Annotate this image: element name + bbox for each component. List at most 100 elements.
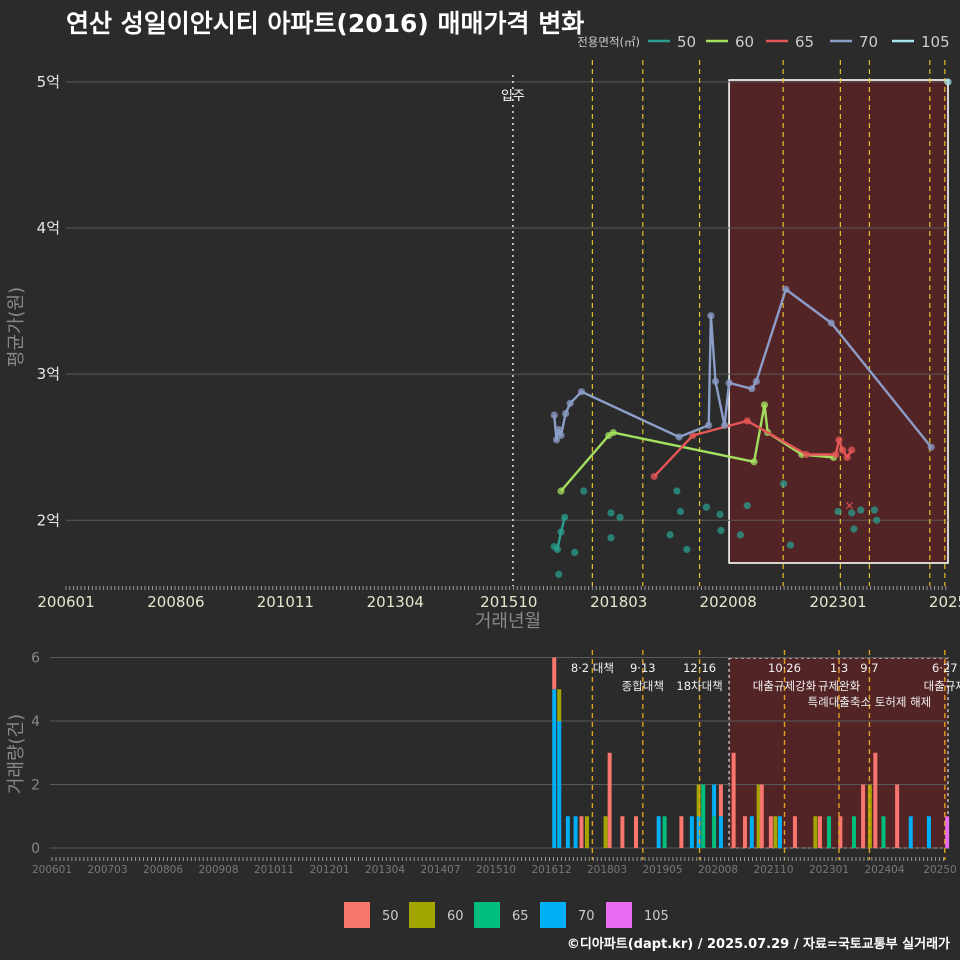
policy-date-label: 9·7 xyxy=(860,661,878,675)
price-y-tick-label: 4억 xyxy=(37,219,60,237)
price-x-tick-label: 2025 xyxy=(929,593,960,611)
price-point-50 xyxy=(553,545,562,554)
policy-text-label: 규제완화 xyxy=(818,679,861,693)
bottom-legend-swatch-105 xyxy=(606,902,632,928)
price-point-50 xyxy=(834,507,842,516)
volume-x-tick-label: 202110 xyxy=(753,864,793,876)
price-point-65 xyxy=(839,446,847,454)
price-point-70 xyxy=(550,411,558,419)
price-point-50 xyxy=(673,487,681,495)
price-point-50 xyxy=(873,516,881,524)
price-point-70 xyxy=(725,379,733,387)
price-point-50 xyxy=(857,506,865,514)
price-x-tick-label: 201510 xyxy=(480,593,537,611)
price-point-65 xyxy=(835,436,843,444)
volume-bar-60 xyxy=(773,816,778,848)
price-point-50 xyxy=(607,534,615,542)
price-point-50 xyxy=(716,510,724,519)
price-point-50 xyxy=(717,526,725,535)
bottom-legend-label-60: 60 xyxy=(447,909,464,924)
price-point-70 xyxy=(705,421,713,429)
price-point-65 xyxy=(743,417,751,425)
price-point-105 xyxy=(944,78,952,86)
price-point-50 xyxy=(683,545,691,554)
price-point-70 xyxy=(720,421,729,429)
price-y-axis-label: 평균가(원) xyxy=(6,287,27,367)
volume-bar-50 xyxy=(861,784,866,848)
volume-y-axis-label: 거래량(건) xyxy=(6,714,27,794)
bottom-legend-swatch-70 xyxy=(540,902,566,928)
price-point-70 xyxy=(752,377,760,386)
price-point-60 xyxy=(750,458,758,466)
volume-bar-70 xyxy=(749,816,754,848)
price-point-50 xyxy=(555,570,563,578)
volume-bar-60 xyxy=(584,816,589,848)
price-point-50 xyxy=(571,548,579,556)
volume-x-tick-label: 201407 xyxy=(420,864,460,876)
price-x-tick-label: 201011 xyxy=(257,593,314,611)
legend-label-65: 65 xyxy=(795,33,814,51)
highlight-region xyxy=(728,79,949,564)
price-point-70 xyxy=(711,377,720,386)
volume-x-tick-label: 201612 xyxy=(531,864,571,876)
volume-x-tick-label: 202301 xyxy=(809,864,849,876)
movein-label: 입주 xyxy=(501,89,525,104)
legend-label-50: 50 xyxy=(677,33,696,51)
bottom-legend-swatch-50 xyxy=(344,902,370,928)
price-x-tick-label: 202008 xyxy=(700,593,757,611)
price-point-50 xyxy=(580,487,588,495)
policy-date-label: 9·13 xyxy=(630,661,656,675)
volume-bar-60 xyxy=(603,816,608,848)
policy-date-label: 12·16 xyxy=(683,661,716,675)
bottom-legend-label-70: 70 xyxy=(578,909,595,924)
price-point-50 xyxy=(779,480,788,488)
price-x-tick-label: 200601 xyxy=(37,593,94,611)
price-marker: × xyxy=(844,499,854,513)
bottom-legend-label-65: 65 xyxy=(512,909,529,924)
volume-y-tick-label: 2 xyxy=(31,778,40,794)
volume-bar-65 xyxy=(851,816,856,848)
policy-text-label: 18차대책 xyxy=(676,679,722,693)
policy-date-label: 8·2 대책 xyxy=(571,661,614,675)
chart-title: 연산 성일이안시티 아파트(2016) 매매가격 변화 xyxy=(66,9,585,38)
price-point-50 xyxy=(607,509,615,517)
price-point-70 xyxy=(557,431,565,440)
volume-x-tick-label: 200806 xyxy=(143,864,183,876)
legend-label-60: 60 xyxy=(735,33,754,51)
policy-text-label: 특례대출축소 토허제 해제 xyxy=(808,695,932,709)
volume-bar-50 xyxy=(552,657,557,690)
bottom-legend-label-50: 50 xyxy=(382,909,399,924)
price-point-70 xyxy=(577,388,586,396)
volume-bar-50 xyxy=(718,784,723,817)
volume-bar-70 xyxy=(552,689,557,848)
price-x-axis-label: 거래년월 xyxy=(475,611,541,632)
price-point-60 xyxy=(557,487,565,495)
price-point-50 xyxy=(786,541,795,549)
price-point-70 xyxy=(927,443,935,451)
price-point-50 xyxy=(616,513,624,521)
price-point-50 xyxy=(743,502,751,510)
price-point-50 xyxy=(870,506,879,514)
bottom-legend-label-105: 105 xyxy=(644,909,669,924)
price-point-50 xyxy=(676,507,685,516)
volume-bar-50 xyxy=(792,816,797,848)
price-x-tick-label: 201803 xyxy=(590,593,647,611)
volume-x-tick-label: 201201 xyxy=(309,864,349,876)
volume-x-tick-label: 201304 xyxy=(365,864,405,876)
policy-date-label: 6·27 xyxy=(932,661,958,675)
policy-date-label: 1·3 xyxy=(830,661,848,675)
price-x-tick-label: 202301 xyxy=(809,593,866,611)
volume-bar-50 xyxy=(817,816,822,848)
volume-bar-50 xyxy=(679,816,684,848)
price-point-65 xyxy=(802,450,810,459)
volume-bar-70 xyxy=(696,816,701,848)
volume-bar-65 xyxy=(701,784,706,848)
volume-x-tick-label: 201510 xyxy=(476,864,516,876)
volume-bar-50 xyxy=(607,752,612,848)
volume-x-tick-label: 201803 xyxy=(587,864,627,876)
volume-bar-70 xyxy=(777,816,782,848)
volume-x-tick-label: 202404 xyxy=(864,864,904,876)
volume-bar-60 xyxy=(557,689,562,722)
price-y-tick-label: 2억 xyxy=(37,511,60,529)
